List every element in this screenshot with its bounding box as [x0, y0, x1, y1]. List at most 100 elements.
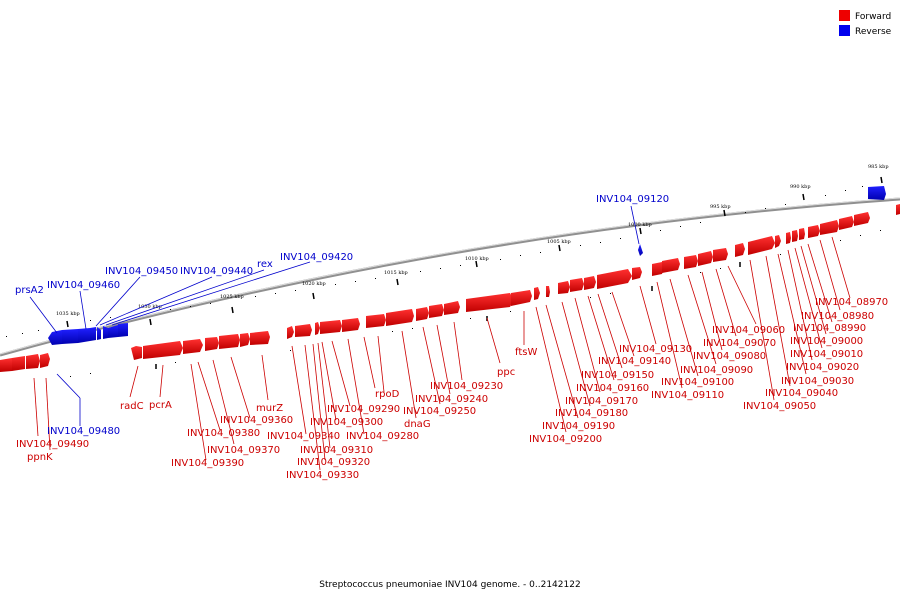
gene-forward[interactable]	[219, 334, 240, 349]
gene-label-forward[interactable]: INV104_09150	[581, 370, 654, 381]
gene-forward[interactable]	[792, 230, 798, 242]
gene-label-forward[interactable]: INV104_09230	[430, 381, 503, 392]
gene-label-forward[interactable]: INV104_09060	[712, 325, 785, 336]
gene-forward[interactable]	[320, 320, 342, 334]
gene-label-forward[interactable]: INV104_09310	[300, 445, 373, 456]
gene-label-forward[interactable]: INV104_09190	[542, 421, 615, 432]
gene-forward[interactable]	[0, 358, 12, 372]
gene-label-reverse[interactable]: rex	[257, 259, 273, 270]
gene-forward[interactable]	[342, 318, 360, 332]
gene-label-reverse[interactable]: INV104_09460	[47, 280, 120, 291]
gene-forward[interactable]	[839, 216, 854, 230]
gene-label-forward[interactable]: INV104_09110	[651, 390, 724, 401]
gene-forward[interactable]	[820, 220, 839, 235]
gene-reverse[interactable]	[108, 325, 118, 338]
gene-label-forward[interactable]: murZ	[256, 403, 283, 414]
gene-label-forward[interactable]: INV104_09100	[661, 377, 734, 388]
gene-forward[interactable]	[684, 255, 698, 269]
gene-label-forward[interactable]: INV104_09240	[415, 394, 488, 405]
gene-forward[interactable]	[735, 243, 745, 257]
gene-label-forward[interactable]: INV104_09320	[297, 457, 370, 468]
gene-forward[interactable]	[896, 204, 900, 215]
gene-forward[interactable]	[416, 307, 429, 321]
gene-label-forward[interactable]: INV104_09090	[680, 365, 753, 376]
gene-label-reverse[interactable]: INV104_09420	[280, 252, 353, 263]
gene-reverse[interactable]	[118, 323, 128, 337]
gene-forward[interactable]	[315, 322, 320, 335]
gene-reverse[interactable]	[638, 244, 643, 256]
gene-label-forward[interactable]: INV104_09170	[565, 396, 638, 407]
gene-label-forward[interactable]: INV104_09130	[619, 344, 692, 355]
gene-forward[interactable]	[775, 235, 781, 248]
gene-label-reverse[interactable]: prsA2	[15, 285, 44, 296]
gene-label-forward[interactable]: INV104_09250	[403, 406, 476, 417]
gene-forward[interactable]	[366, 314, 386, 328]
gene-reverse[interactable]	[62, 329, 78, 344]
gene-label-forward[interactable]: ppnK	[27, 452, 53, 463]
gene-forward[interactable]	[570, 278, 584, 292]
gene-label-forward[interactable]: INV104_08990	[793, 323, 866, 334]
gene-label-forward[interactable]: dnaG	[404, 419, 431, 430]
gene-label-forward[interactable]: INV104_09490	[16, 439, 89, 450]
gene-label-forward[interactable]: pcrA	[149, 400, 172, 411]
gene-forward[interactable]	[511, 290, 532, 306]
gene-label-reverse[interactable]: INV104_09480	[47, 426, 120, 437]
gene-reverse[interactable]	[868, 186, 886, 200]
gene-label-forward[interactable]: INV104_09390	[171, 458, 244, 469]
gene-forward[interactable]	[40, 353, 50, 368]
gene-forward[interactable]	[183, 339, 203, 354]
gene-forward[interactable]	[597, 269, 632, 289]
gene-label-forward[interactable]: INV104_08970	[815, 297, 888, 308]
gene-label-forward[interactable]: INV104_09140	[598, 356, 671, 367]
gene-forward[interactable]	[748, 236, 775, 255]
gene-forward[interactable]	[466, 293, 514, 312]
gene-label-forward[interactable]: INV104_09160	[576, 383, 649, 394]
gene-forward[interactable]	[584, 276, 596, 290]
gene-forward[interactable]	[240, 333, 250, 347]
gene-forward[interactable]	[854, 212, 870, 226]
gene-label-forward[interactable]: INV104_08980	[801, 311, 874, 322]
gene-forward[interactable]	[534, 287, 540, 300]
gene-label-forward[interactable]: INV104_09000	[790, 336, 863, 347]
gene-forward[interactable]	[12, 356, 25, 371]
gene-forward[interactable]	[295, 324, 312, 337]
gene-label-forward[interactable]: radC	[120, 401, 144, 412]
gene-forward[interactable]	[786, 232, 791, 244]
gene-label-forward[interactable]: INV104_09340	[267, 431, 340, 442]
gene-forward[interactable]	[444, 301, 460, 315]
gene-label-forward[interactable]: rpoD	[375, 389, 400, 400]
gene-label-forward[interactable]: INV104_09030	[781, 376, 854, 387]
gene-label-reverse[interactable]: INV104_09120	[596, 194, 669, 205]
gene-forward[interactable]	[429, 304, 444, 318]
gene-reverse[interactable]	[78, 328, 90, 343]
gene-label-reverse[interactable]: INV104_09440	[180, 266, 253, 277]
gene-forward[interactable]	[26, 354, 40, 369]
gene-forward[interactable]	[250, 331, 270, 345]
gene-forward[interactable]	[205, 337, 219, 351]
gene-forward[interactable]	[698, 251, 713, 266]
gene-label-forward[interactable]: INV104_09360	[220, 415, 293, 426]
gene-label-forward[interactable]: INV104_09040	[765, 388, 838, 399]
gene-label-forward[interactable]: INV104_09280	[346, 431, 419, 442]
gene-label-forward[interactable]: ftsW	[515, 347, 537, 358]
gene-label-forward[interactable]: INV104_09080	[693, 351, 766, 362]
gene-forward[interactable]	[632, 267, 642, 280]
gene-label-forward[interactable]: ppc	[497, 367, 515, 378]
gene-reverse[interactable]	[97, 327, 101, 340]
gene-label-forward[interactable]: INV104_09050	[743, 401, 816, 412]
gene-forward[interactable]	[808, 225, 820, 238]
gene-label-forward[interactable]: INV104_09300	[310, 417, 383, 428]
gene-forward[interactable]	[558, 281, 570, 294]
gene-forward[interactable]	[386, 309, 414, 326]
gene-label-forward[interactable]: INV104_09370	[207, 445, 280, 456]
gene-forward[interactable]	[713, 248, 728, 262]
gene-label-forward[interactable]: INV104_09200	[529, 434, 602, 445]
gene-forward[interactable]	[287, 326, 294, 339]
gene-reverse[interactable]	[90, 327, 96, 341]
gene-forward[interactable]	[662, 258, 680, 273]
gene-label-forward[interactable]: INV104_09070	[703, 338, 776, 349]
gene-reverse[interactable]	[48, 330, 62, 345]
gene-label-reverse[interactable]: INV104_09450	[105, 266, 178, 277]
gene-forward[interactable]	[652, 262, 664, 276]
gene-label-forward[interactable]: INV104_09290	[327, 404, 400, 415]
